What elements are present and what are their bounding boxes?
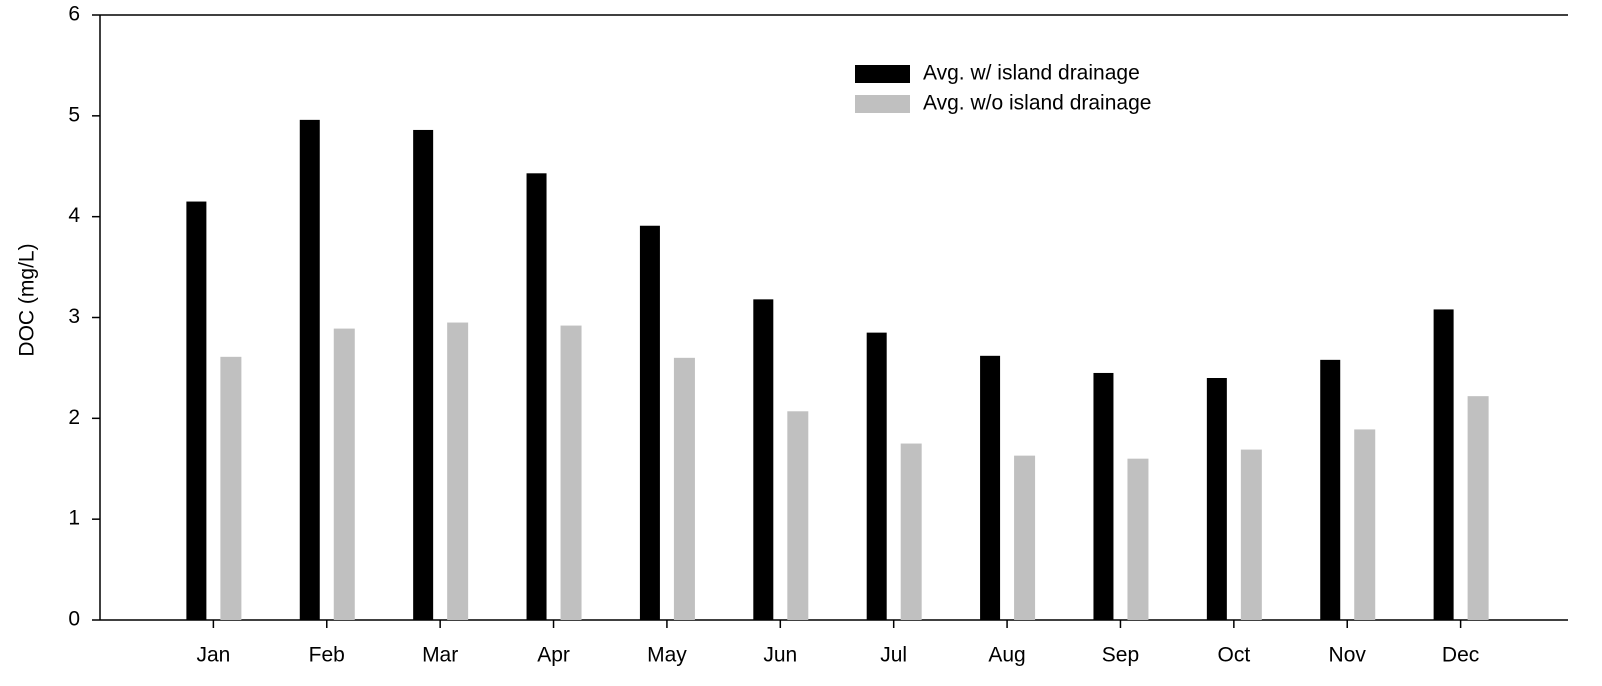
bar [866,332,887,620]
legend-label: Avg. w/o island drainage [923,92,1151,115]
x-tick-label: Jul [880,644,907,667]
bar [299,119,320,620]
x-tick-label: Apr [537,644,570,667]
y-tick-label: 1 [68,507,80,530]
bar [753,299,774,620]
bar [1014,455,1036,620]
x-tick-label: Jan [196,644,230,667]
bar [186,201,207,620]
x-tick-label: Oct [1218,644,1251,667]
bar [526,173,547,620]
bar [220,356,242,620]
bar [447,322,469,620]
x-tick-label: Dec [1442,644,1479,667]
bar [1467,396,1489,620]
x-tick-label: Aug [988,644,1025,667]
y-tick-label: 0 [68,608,80,631]
y-axis-label: DOC (mg/L) [16,243,39,356]
bar [673,357,695,620]
bar [1354,429,1376,620]
y-tick-label: 3 [68,305,80,328]
x-tick-label: Nov [1329,644,1367,667]
legend-swatch [855,65,910,83]
bar [1320,359,1341,620]
x-tick-label: Sep [1102,644,1139,667]
bar [900,443,922,620]
y-tick-label: 2 [68,406,80,429]
y-tick-label: 6 [68,3,80,26]
x-tick-label: Feb [309,644,345,667]
bar [333,328,355,620]
x-tick-label: Mar [422,644,458,667]
bar [1240,449,1262,620]
legend-label: Avg. w/ island drainage [923,62,1140,85]
bar [639,225,660,620]
y-tick-label: 5 [68,103,80,126]
x-tick-label: Jun [763,644,797,667]
bar [980,355,1001,620]
bar [1127,458,1149,620]
y-tick-label: 4 [68,204,80,227]
bar [413,129,434,620]
bar [787,411,809,620]
bar [560,325,582,620]
bar [1433,309,1454,620]
legend-swatch [855,95,910,113]
x-tick-label: May [647,644,687,667]
bar [1206,378,1227,620]
bar [1093,372,1114,620]
